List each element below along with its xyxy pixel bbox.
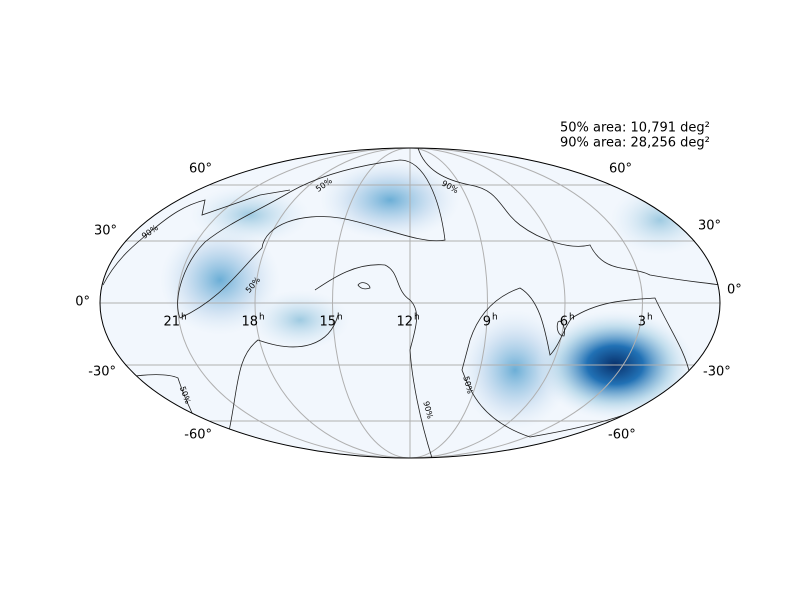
ra-label: 21	[163, 315, 180, 330]
ra-label: 9	[483, 315, 491, 330]
lat-label: 0°	[727, 283, 742, 298]
ra-label: 6	[560, 315, 568, 330]
lat-label: -60°	[184, 428, 212, 443]
area-annotation: 50% area: 10,791 deg²	[560, 121, 710, 136]
lat-label: -30°	[703, 365, 731, 380]
ra-label-sup: h	[259, 313, 265, 323]
ra-label-sup: h	[647, 313, 653, 323]
lat-label: 30°	[94, 224, 117, 239]
ra-label-sup: h	[569, 313, 575, 323]
axis-labels: 60°30°0°-30°-60°60°30°0°-30°-60°21 h 18 h 15…	[75, 162, 742, 443]
ra-label: 12	[396, 315, 413, 330]
lat-label: 60°	[609, 162, 632, 177]
ra-label-sup: h	[492, 313, 498, 323]
ra-label: 18	[241, 315, 258, 330]
lat-label: 30°	[698, 219, 721, 234]
lat-label: 60°	[189, 162, 212, 177]
ra-label: 15	[319, 315, 336, 330]
map-border	[99, 147, 721, 459]
ra-label-sup: h	[337, 313, 343, 323]
ra-label-sup: h	[181, 313, 187, 323]
lat-label: -60°	[608, 428, 636, 443]
area-annotation: 90% area: 28,256 deg²	[560, 136, 710, 151]
lat-label: 0°	[75, 295, 90, 310]
ra-label: 3	[638, 315, 646, 330]
ra-label-sup: h	[414, 313, 420, 323]
lat-label: -30°	[88, 365, 116, 380]
